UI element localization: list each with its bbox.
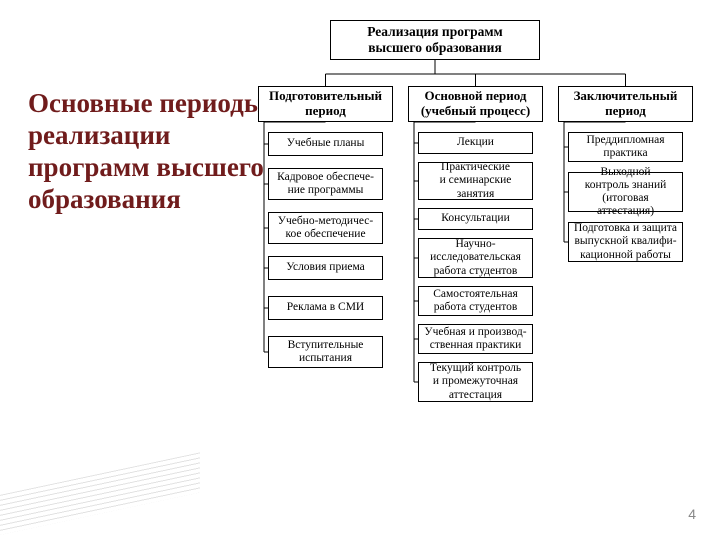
leaf-node-main6: Учебная и производ-ственная практики [418, 324, 533, 354]
page-number: 4 [688, 506, 696, 522]
leaf-node-prep2: Кадровое обеспече-ние программы [268, 168, 383, 200]
root-node: Реализация программвысшего образования [330, 20, 540, 60]
period-node-prep: Подготовительныйпериод [258, 86, 393, 122]
leaf-node-final3: Подготовка и защитавыпускной квалифи-кац… [568, 222, 683, 262]
leaf-node-prep4: Условия приема [268, 256, 383, 280]
leaf-node-main1: Лекции [418, 132, 533, 154]
leaf-node-prep5: Реклама в СМИ [268, 296, 383, 320]
leaf-node-main4: Научно-исследовательскаяработа студентов [418, 238, 533, 278]
period-node-final: Заключительныйпериод [558, 86, 693, 122]
leaf-node-prep6: Вступительныеиспытания [268, 336, 383, 368]
leaf-node-main7: Текущий контрольи промежуточнаяаттестаци… [418, 362, 533, 402]
leaf-node-final2: Выходнойконтроль знаний(итоговая аттеста… [568, 172, 683, 212]
period-node-main: Основной период(учебный процесс) [408, 86, 543, 122]
leaf-node-main5: Самостоятельнаяработа студентов [418, 286, 533, 316]
leaf-node-main3: Консультации [418, 208, 533, 230]
leaf-node-main2: Практическиеи семинарскиезанятия [418, 162, 533, 200]
decorative-wedge [0, 452, 200, 540]
leaf-node-prep1: Учебные планы [268, 132, 383, 156]
slide: Основные периоды реализации программ выс… [0, 0, 720, 540]
slide-title: Основные периоды реализации программ выс… [28, 88, 278, 215]
leaf-node-final1: Преддипломнаяпрактика [568, 132, 683, 162]
leaf-node-prep3: Учебно-методичес-кое обеспечение [268, 212, 383, 244]
